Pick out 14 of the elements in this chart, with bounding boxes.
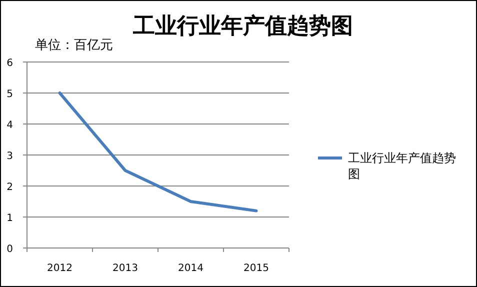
ytick: 2 [6, 182, 13, 193]
xtick: 2015 [244, 263, 269, 274]
xtick: 2013 [112, 263, 138, 274]
legend: 工业行业年产值趋势图 [348, 151, 456, 181]
ytick: 0 [6, 244, 13, 255]
ytick: 6 [6, 58, 13, 69]
ytick: 5 [6, 89, 13, 100]
title: 工业行业年产值趋势图 [133, 14, 353, 39]
xtick: 2014 [178, 263, 204, 274]
ytick: 4 [6, 120, 13, 131]
ytick: 3 [6, 151, 13, 162]
xtick: 2012 [47, 263, 72, 274]
ytick: 1 [6, 213, 13, 224]
annotation: 单位：百亿元 [35, 38, 113, 53]
